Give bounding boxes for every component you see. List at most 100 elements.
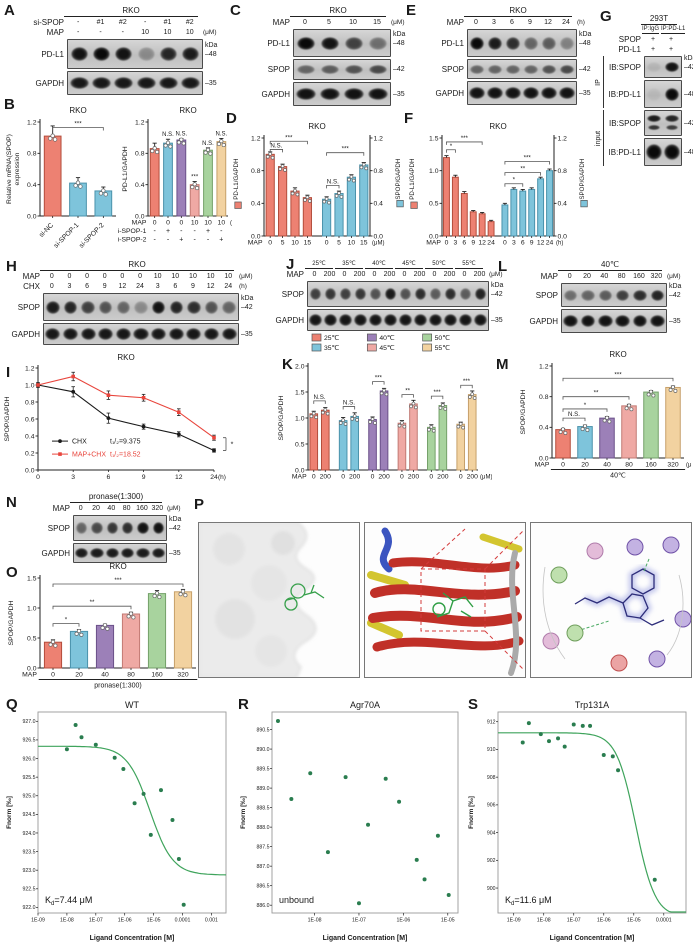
blot-band <box>343 87 365 101</box>
blot-band <box>320 36 340 50</box>
blot-band <box>541 86 557 100</box>
blot-band <box>384 314 397 326</box>
svg-text:3: 3 <box>453 240 457 247</box>
svg-text:5: 5 <box>281 240 285 247</box>
svg-text:1E-05: 1E-05 <box>147 918 161 924</box>
svg-text:0.8: 0.8 <box>539 394 549 401</box>
bar <box>467 394 477 471</box>
svg-text:10: 10 <box>191 220 199 227</box>
svg-text:926.0: 926.0 <box>23 756 36 762</box>
svg-text:0.8: 0.8 <box>251 168 261 175</box>
blot-band <box>474 314 487 326</box>
chart-o-darts-quant: 0.00.51.01.5******0204080160320MAP(μM)pr… <box>4 556 210 713</box>
svg-text:0.0: 0.0 <box>25 467 35 474</box>
bar <box>409 403 418 471</box>
blot-band <box>384 288 397 300</box>
chart-svg-I: 0.0 0.2 0.4 0.6 0.8 1.0 1.2 0 3 6 9 12 24 (h) CHX t₁/₂=… <box>4 353 234 481</box>
svg-text:***: *** <box>74 120 82 127</box>
svg-text:0.0001: 0.0001 <box>656 918 672 924</box>
blot-band <box>187 300 201 314</box>
svg-text:RKO: RKO <box>69 106 86 115</box>
blot-panel-c-map-dose: RKO MAP 0 5 10 15 (μM) PD-L1 kDa ‒48 SPOP ‒42 GAPDH ‒… <box>248 6 416 108</box>
svg-text:Relative mRNA(SPOP): Relative mRNA(SPOP) <box>6 134 13 204</box>
condition-label: MAP <box>22 272 40 281</box>
svg-text:2.0: 2.0 <box>295 363 305 370</box>
svg-text:80: 80 <box>625 462 633 469</box>
svg-text:927.0: 927.0 <box>23 719 36 725</box>
blot-band <box>69 76 89 90</box>
svg-text:1E-07: 1E-07 <box>89 918 103 924</box>
svg-text:CHX: CHX <box>72 439 87 446</box>
data-point <box>610 754 615 759</box>
panel-label-d: D <box>226 110 237 127</box>
condition-label: MAP <box>272 18 290 27</box>
protein-label: IB:SPOP <box>608 118 641 128</box>
protein-label: GAPDH <box>529 316 558 326</box>
bar <box>334 193 344 237</box>
legend-swatch <box>396 200 404 208</box>
svg-text:0: 0 <box>429 474 433 481</box>
svg-text:-: - <box>180 228 183 235</box>
chart-svg-K: 0.00.51.01.52.0N.S.N.S.***** ******0 200 0 2… <box>278 333 492 481</box>
data-point <box>366 822 371 827</box>
svg-text:PD-L1/GAPDH: PD-L1/GAPDH <box>409 159 416 200</box>
blot-band <box>580 314 596 328</box>
svg-text:1E-08: 1E-08 <box>308 918 322 924</box>
bar <box>487 221 495 237</box>
blot-band <box>367 87 389 101</box>
blot-band <box>563 314 579 328</box>
svg-text:0: 0 <box>166 220 170 227</box>
data-point <box>435 833 440 838</box>
svg-text:15: 15 <box>360 240 368 247</box>
blot-band <box>344 64 364 75</box>
blot-band <box>90 547 104 559</box>
svg-text:1.2: 1.2 <box>251 135 261 142</box>
protein-label: GAPDH <box>435 88 464 98</box>
blot-strip <box>73 543 167 563</box>
svg-text:923.5: 923.5 <box>23 849 36 855</box>
blot-band <box>62 328 79 340</box>
lane-group-header: 40℃ <box>365 260 393 269</box>
svg-text:0.0: 0.0 <box>27 213 37 220</box>
panel-label-r: R <box>238 696 249 713</box>
bar <box>665 386 681 459</box>
bar <box>537 178 545 237</box>
chart-q-mst-wt: 922.0 922.5 923.0 923.5 924.0 924.5 925.0 925.5… <box>2 698 232 948</box>
bar <box>163 142 173 217</box>
svg-text:40: 40 <box>101 672 109 679</box>
svg-text:320: 320 <box>667 462 679 469</box>
blot-band <box>152 522 165 534</box>
chart-b-pdl1-quant: 0.0 0.4 0.8 1.2 N.S. N.S. *** N.S. N.S. 0 0 0 10 10 10… <box>114 98 242 271</box>
data-point <box>79 735 84 740</box>
svg-text:1.2: 1.2 <box>558 135 568 142</box>
blot-panel-l-cetsa-dose: 40℃ MAP 0 20 40 80 160 320 (μM) SPOP kDa ‒42 GAPDH ‒3… <box>514 260 692 335</box>
blot-band <box>649 314 665 328</box>
svg-text:0: 0 <box>325 240 329 247</box>
condition-label: MAP <box>540 272 558 281</box>
chart-svg-D: 0.00.40.81.2N.S.***N.S.***0 5 10 15 0 5 10 15MA… <box>233 122 404 247</box>
data-point <box>616 768 621 773</box>
svg-text:**: ** <box>90 599 95 606</box>
blot-band <box>106 522 119 534</box>
svg-text:1.2: 1.2 <box>539 363 549 370</box>
bar <box>519 190 527 237</box>
svg-text:si-SPOP-1: si-SPOP-1 <box>118 228 147 235</box>
svg-text:N.S.: N.S. <box>215 131 227 137</box>
blot-title: RKO <box>464 6 572 17</box>
svg-text:0.0: 0.0 <box>27 665 37 672</box>
svg-text:0.0: 0.0 <box>558 233 568 240</box>
blot-band <box>121 547 135 559</box>
svg-text:0: 0 <box>153 220 157 227</box>
svg-text:-: - <box>220 228 223 235</box>
data-point <box>356 901 361 906</box>
residue-circles <box>542 536 691 672</box>
svg-text:-: - <box>193 228 196 235</box>
svg-text:si-SPOP-2: si-SPOP-2 <box>118 237 147 244</box>
svg-text:40℃: 40℃ <box>379 335 395 342</box>
svg-text:6: 6 <box>521 240 525 247</box>
series-line <box>37 375 215 439</box>
svg-text:0.0: 0.0 <box>429 233 439 240</box>
svg-text:MAP: MAP <box>426 240 441 247</box>
ribbon-binding-view-image <box>364 522 526 678</box>
